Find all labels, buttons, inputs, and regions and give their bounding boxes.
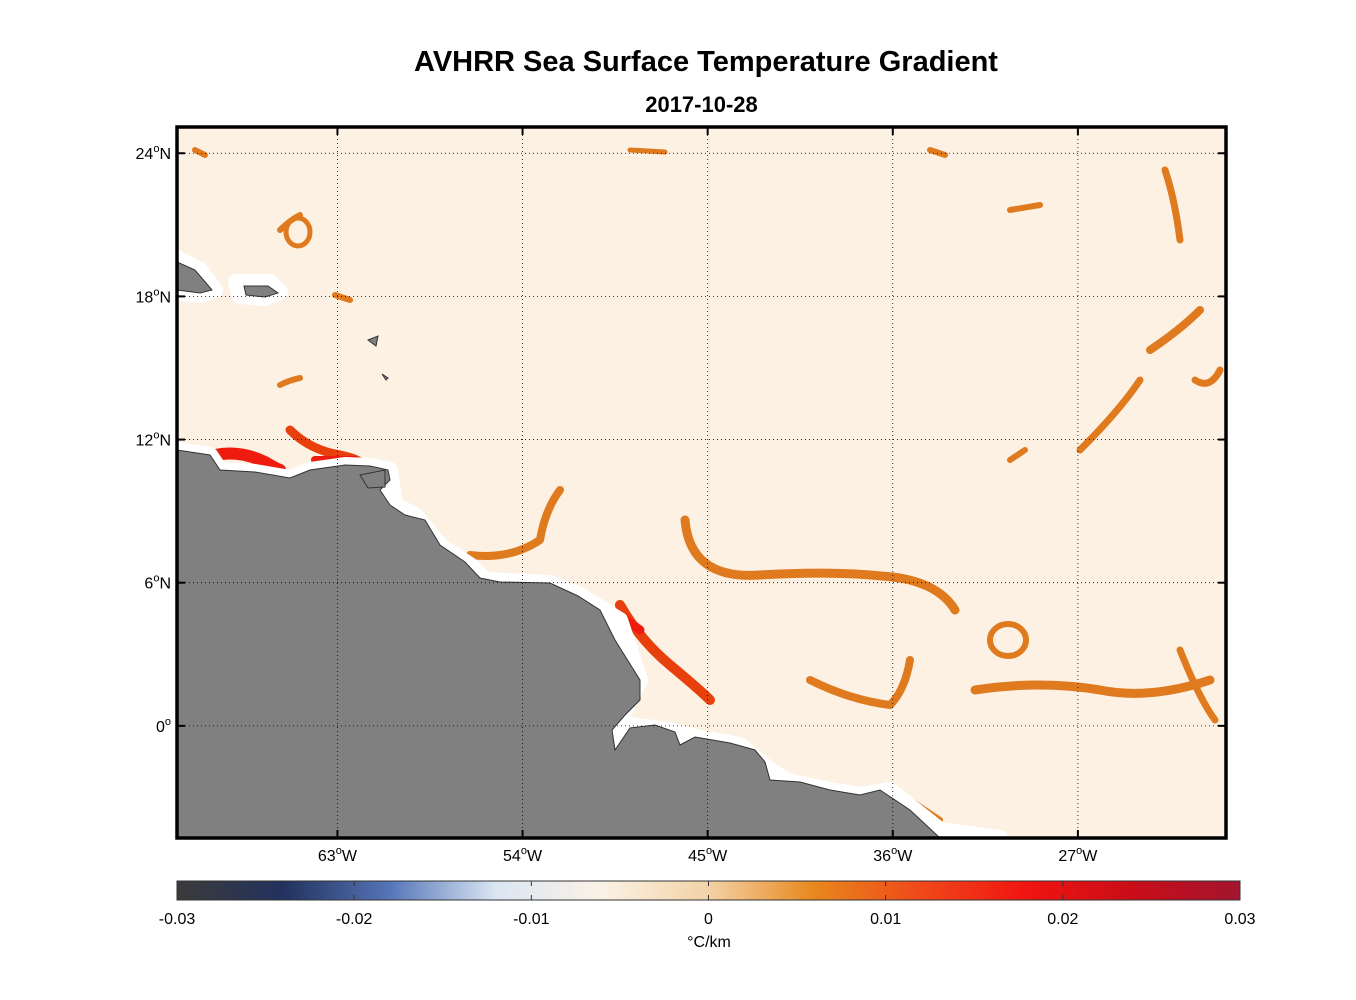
lon-tick-label: 54oW (503, 845, 543, 865)
lon-tick-label: 45oW (688, 845, 728, 865)
lat-tick-label: 12oN (136, 430, 171, 450)
map-subtitle: 2017-10-28 (645, 92, 758, 117)
front-line (680, 515, 960, 615)
front-line (1161, 166, 1184, 244)
lat-tick-label: 0o (156, 716, 171, 736)
axis-ticks: 24oN 18oN 12oN 6oN 0o 63oW 54oW 45oW 36oW 27oW (136, 127, 1226, 865)
map-title: AVHRR Sea Surface Temperature Gradient (414, 46, 998, 78)
barbados (381, 373, 389, 381)
colorbar-tick-label: 0.02 (1047, 911, 1078, 928)
front-line (806, 656, 914, 709)
front-line (1076, 376, 1144, 454)
lat-tick-label: 6oN (144, 573, 171, 593)
trinidad (359, 469, 386, 489)
lon-tick-label: 36oW (873, 845, 913, 865)
front-line (1146, 306, 1204, 354)
front-line (466, 486, 564, 560)
front-line (1176, 646, 1219, 724)
colorbar-tick-label: -0.02 (336, 911, 373, 928)
landmass (177, 261, 941, 838)
colorbar-ticks: -0.03 -0.02 -0.01 0 0.01 0.02 0.03 (159, 881, 1256, 928)
lat-tick-label: 24oN (136, 143, 171, 163)
front-line (627, 147, 668, 155)
front-line (927, 147, 948, 158)
lon-tick-label: 63oW (318, 845, 358, 865)
colorbar-tick-label: -0.01 (513, 911, 550, 928)
gridlines (177, 127, 1226, 838)
map-frame (175, 125, 1228, 840)
eddy-ring (283, 215, 313, 249)
hispaniola-edge (177, 261, 213, 294)
front-line (970, 675, 1215, 698)
south-america (177, 449, 941, 838)
eddy-ring (987, 621, 1029, 659)
colorbar-tick-label: -0.03 (159, 911, 196, 928)
gradient-fronts (192, 147, 1224, 823)
front-line (1007, 447, 1028, 463)
front-line (1007, 202, 1043, 213)
puerto-rico (243, 285, 280, 298)
colorbar: -0.03 -0.02 -0.01 0 0.01 0.02 0.03 °C/km (159, 880, 1256, 951)
front-line (1191, 366, 1224, 387)
lon-tick-label: 27oW (1058, 845, 1098, 865)
lat-tick-label: 18oN (136, 286, 171, 306)
colorbar-tick-label: 0.01 (870, 911, 901, 928)
guadeloupe (366, 335, 379, 347)
front-line (277, 375, 303, 388)
colorbar-tick-label: 0.03 (1224, 911, 1255, 928)
colorbar-tick-label: 0 (704, 911, 713, 928)
front-line (192, 147, 208, 158)
colorbar-unit: °C/km (687, 934, 731, 951)
